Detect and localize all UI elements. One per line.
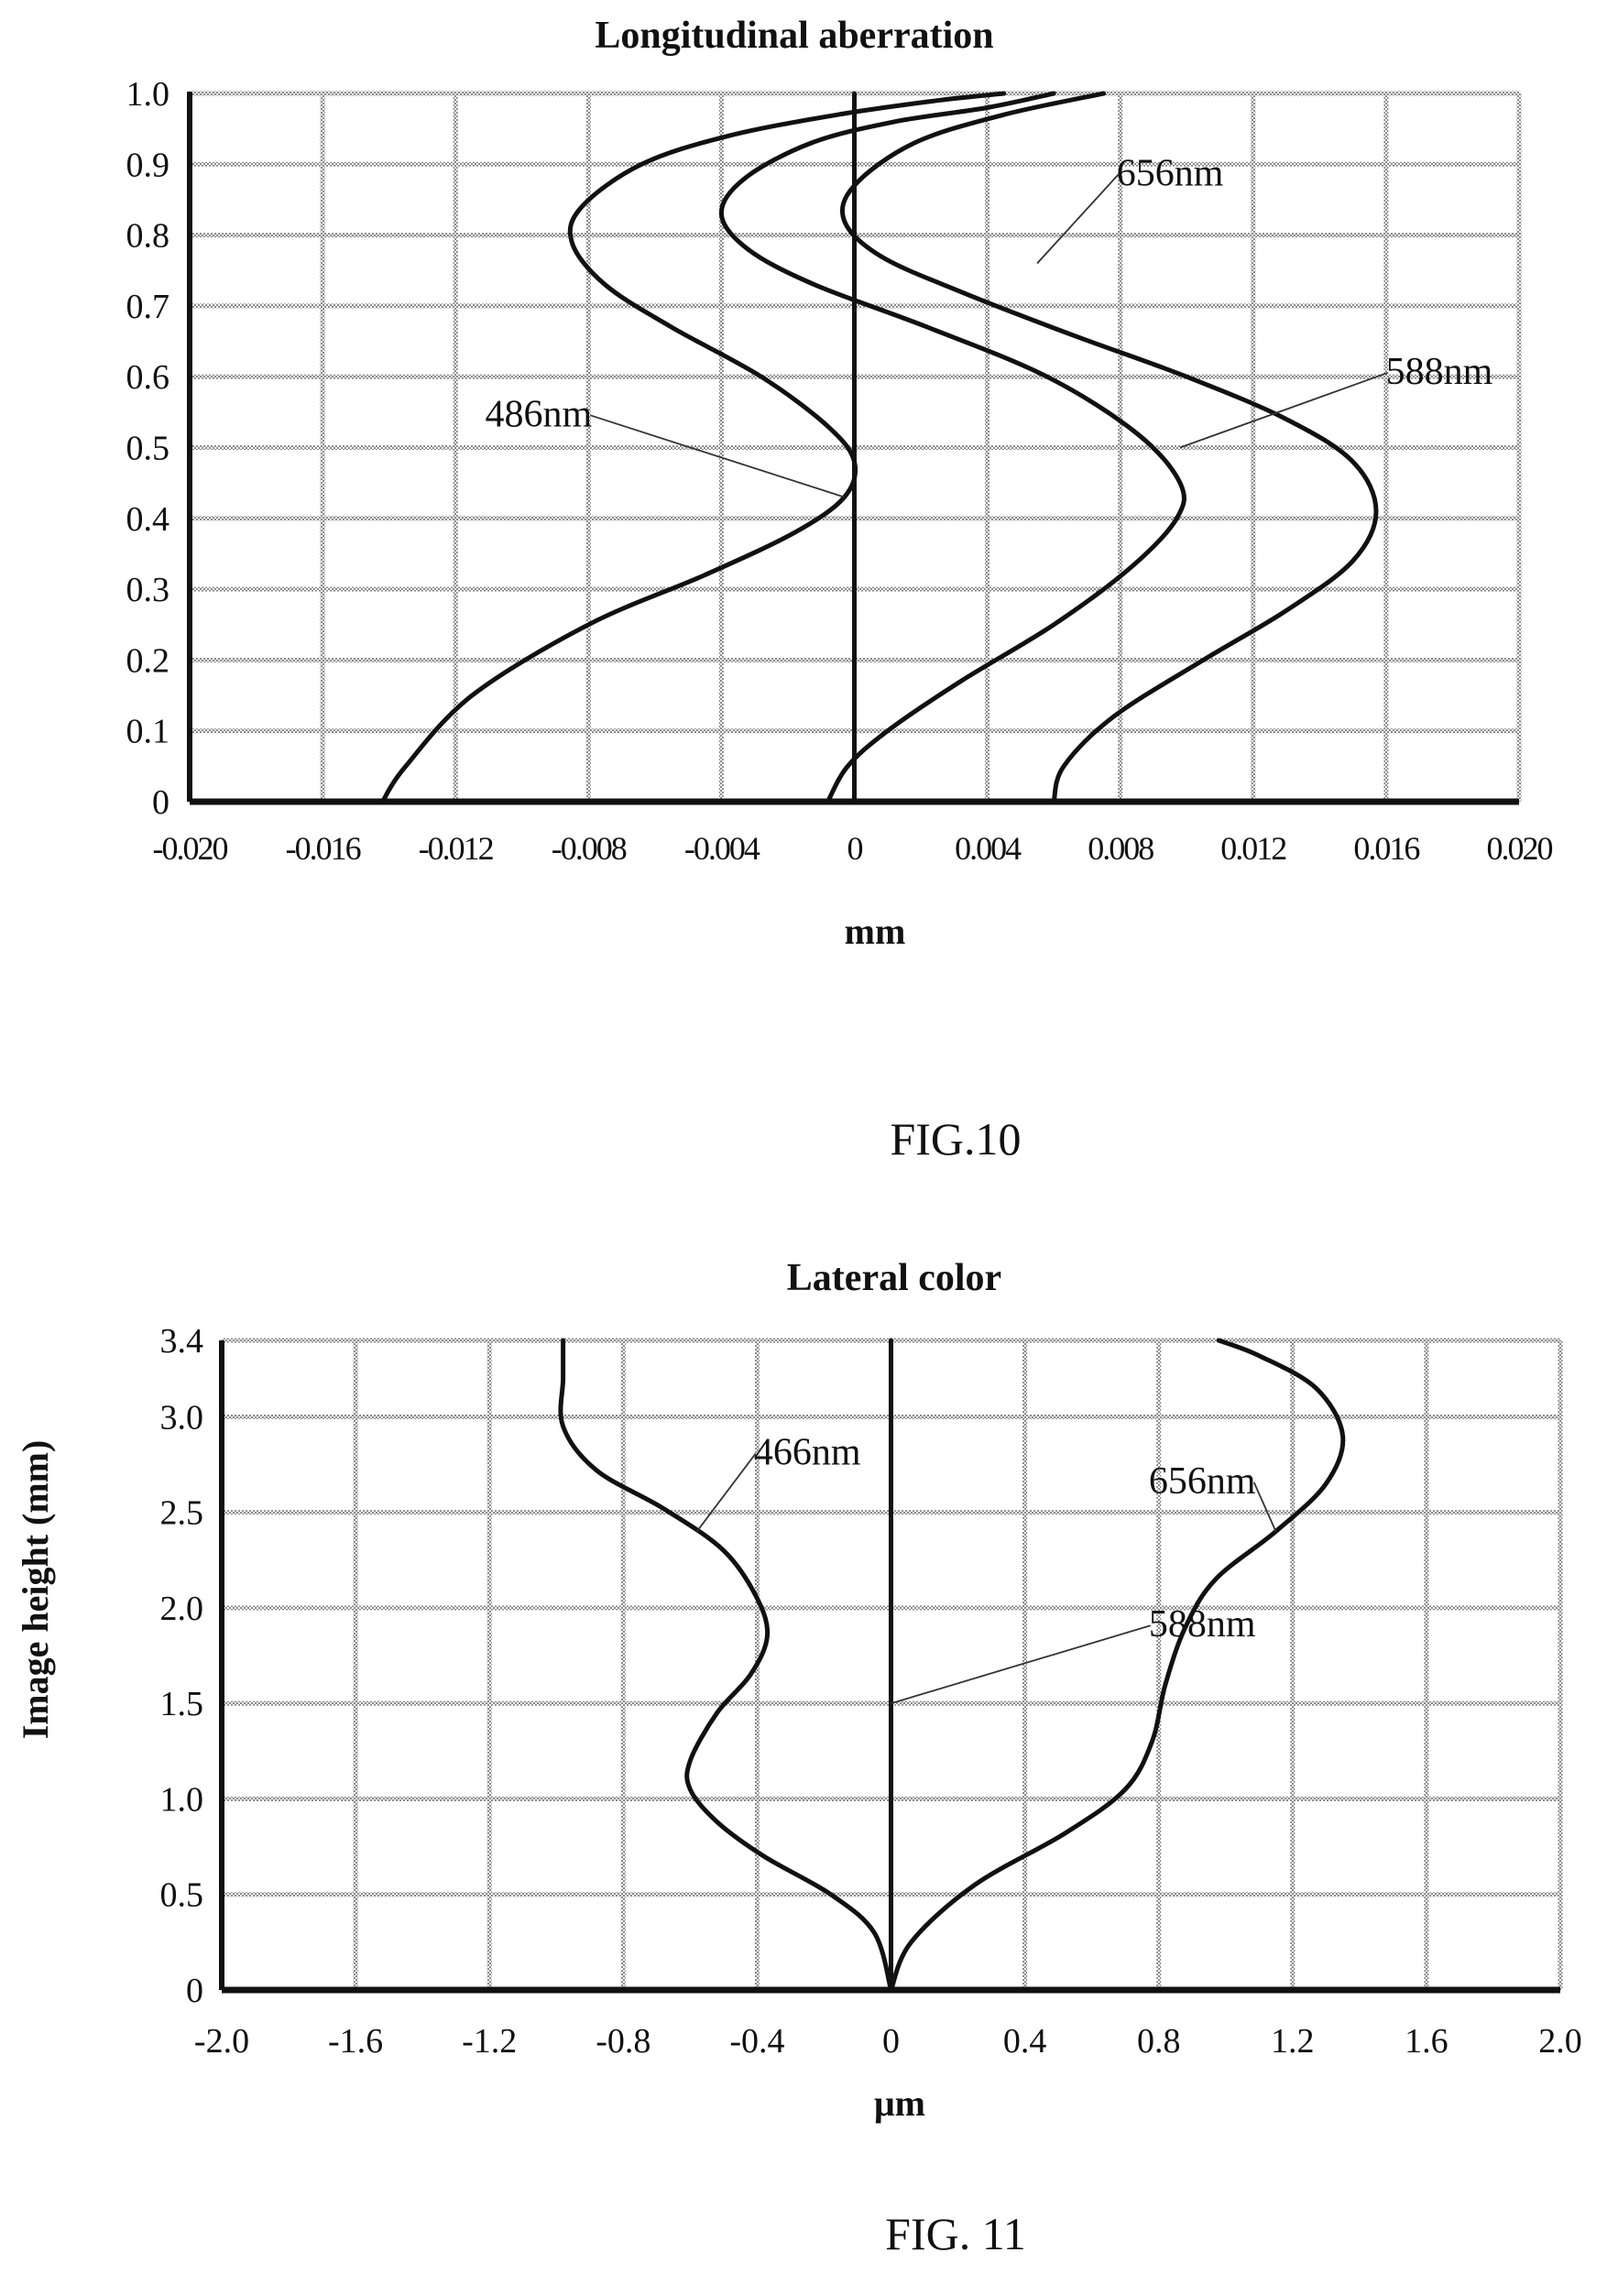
- fig10-x-tick-labels: -0.020 -0.016 -0.012 -0.008 -0.004 0 0.004 0.00…: [153, 830, 1555, 867]
- fig10-x-tick-label: -0.020: [153, 830, 228, 867]
- fig10-x-tick-label: 0.004: [955, 830, 1022, 867]
- fig10-caption: FIG.10: [890, 1113, 1021, 1164]
- fig10-series-label: 588nm: [1386, 351, 1493, 393]
- fig10-y-tick-labels: 0 0.1 0.2 0.3 0.4 0.5 0.6 0.7 0.8 0.9 1.0: [126, 75, 170, 822]
- fig11-series-label: 656nm: [1149, 1460, 1256, 1503]
- fig10-y-tick-label: 0.9: [126, 146, 170, 184]
- fig11-y-tick-label: 0: [186, 1972, 203, 2010]
- fig11-vgrid-line: [1558, 1340, 1563, 1990]
- fig11-x-tick-label: 1.6: [1405, 2022, 1449, 2061]
- fig11-leader-line: [1252, 1481, 1277, 1532]
- fig10-y-tick-label: 0.7: [126, 288, 170, 326]
- fig10-y-tick-label: 0.3: [126, 571, 170, 609]
- fig11-x-tick-label: -0.4: [729, 2022, 784, 2061]
- fig11-chart-title: Lateral color: [787, 1257, 1001, 1299]
- fig11-x-tick-label: 1.2: [1271, 2022, 1315, 2061]
- fig10-y-tick-label: 0.1: [126, 713, 170, 751]
- fig10-y-tick-label: 0.6: [126, 358, 170, 397]
- fig11-y-tick-label: 3.4: [160, 1322, 204, 1361]
- fig10-y-tick-label: 0.2: [126, 641, 170, 680]
- fig10-x-tick-label: -0.008: [552, 830, 627, 867]
- fig11-x-tick-label: -1.2: [462, 2022, 517, 2061]
- fig11-vgrid-line: [1290, 1340, 1295, 1990]
- fig11-vgrid-line: [353, 1340, 358, 1990]
- fig10-y-tick-label: 0.8: [126, 217, 170, 256]
- fig10-x-axis-label: mm: [845, 911, 906, 952]
- fig11-panel: Lateral color 0 0.5 1.0 1.5 2.0 2.5 3.0 3.4 -2.…: [15, 1257, 1582, 2259]
- fig10-y-tick-label: 0.5: [126, 430, 170, 468]
- fig11-x-tick-label: 0.4: [1003, 2022, 1047, 2061]
- fig10-series-486nm: [379, 91, 1007, 804]
- fig11-x-tick-label: 0: [882, 2022, 900, 2061]
- fig10-x-tick-label: -0.004: [684, 830, 760, 867]
- fig10-series-656nm: [839, 91, 1379, 804]
- fig10-y-tick-label: 0: [152, 783, 169, 822]
- fig11-x-tick-label: -1.6: [328, 2022, 383, 2061]
- fig10-x-tick-label: 0.020: [1487, 830, 1553, 867]
- fig11-y-tick-label: 2.5: [160, 1494, 204, 1533]
- fig11-y-tick-label: 3.0: [160, 1398, 204, 1437]
- fig10-chart-title: Longitudinal aberration: [595, 15, 993, 57]
- fig10-x-tick-label: 0: [847, 830, 863, 867]
- fig11-vgrid-line: [486, 1340, 492, 1990]
- fig10-x-tick-label: 0.012: [1220, 830, 1286, 867]
- fig11-annotations: 466nm 656nm 588nm: [695, 1432, 1277, 1705]
- fig11-series-656nm: [889, 1338, 1346, 1993]
- fig11-vgrid-line: [1156, 1340, 1162, 1990]
- fig11-y-tick-label: 1.5: [160, 1685, 204, 1723]
- fig10-y-tick-label: 0.4: [126, 500, 170, 539]
- fig10-x-tick-label: -0.016: [286, 830, 361, 867]
- fig11-x-tick-label: -2.0: [194, 2022, 249, 2061]
- fig10-leader-line: [590, 414, 845, 498]
- fig11-vgrid-line: [1424, 1340, 1429, 1990]
- fig10-x-tick-label: -0.012: [419, 830, 494, 867]
- fig11-series-label: 466nm: [754, 1432, 861, 1474]
- fig11-y-tick-label: 1.0: [160, 1780, 204, 1819]
- fig11-caption: FIG. 11: [885, 2208, 1026, 2259]
- fig10-x-tick-label: 0.008: [1088, 830, 1153, 867]
- fig11-x-tick-label: 2.0: [1538, 2022, 1582, 2061]
- fig10-y-tick-label: 1.0: [126, 75, 170, 114]
- fig10-annotations: 656nm 588nm 486nm: [486, 152, 1493, 498]
- fig11-leader-line: [695, 1453, 757, 1533]
- fig11-x-tick-label: -0.8: [596, 2022, 650, 2061]
- fig10-series-588nm: [718, 91, 1186, 804]
- fig11-y-tick-labels: 0 0.5 1.0 1.5 2.0 2.5 3.0 3.4: [160, 1322, 204, 2010]
- fig10-series: [379, 91, 1379, 804]
- fig10-panel: Longitudinal aberration 0 0.1 0.2 0.3 0.4 0.5…: [126, 15, 1555, 1164]
- fig10-series-label: 486nm: [486, 393, 593, 435]
- fig11-series: [558, 1338, 1346, 1993]
- fig11-y-tick-label: 2.0: [160, 1590, 204, 1628]
- fig11-x-axis-label: μm: [874, 2083, 925, 2124]
- fig10-leader-line: [1179, 372, 1388, 449]
- fig10-leader-line: [1036, 173, 1120, 265]
- fig11-x-tick-label: 0.8: [1137, 2022, 1181, 2061]
- fig11-y-axis-label: Image height (mm): [15, 1440, 56, 1740]
- fig11-series-466nm: [558, 1338, 893, 1993]
- fig10-series-label: 656nm: [1117, 152, 1224, 194]
- fig11-y-tick-label: 0.5: [160, 1876, 204, 1915]
- fig10-x-tick-label: 0.016: [1353, 830, 1419, 867]
- fig11-vgrid-line: [620, 1340, 626, 1990]
- fig11-x-tick-labels: -2.0 -1.6 -1.2 -0.8 -0.4 0 0.4 0.8 1.2 1.6 2.0: [194, 2022, 1582, 2061]
- fig11-leader-line: [891, 1624, 1151, 1705]
- fig11-vgrid-line: [1022, 1340, 1028, 1990]
- fig11-series-label: 588nm: [1149, 1603, 1256, 1645]
